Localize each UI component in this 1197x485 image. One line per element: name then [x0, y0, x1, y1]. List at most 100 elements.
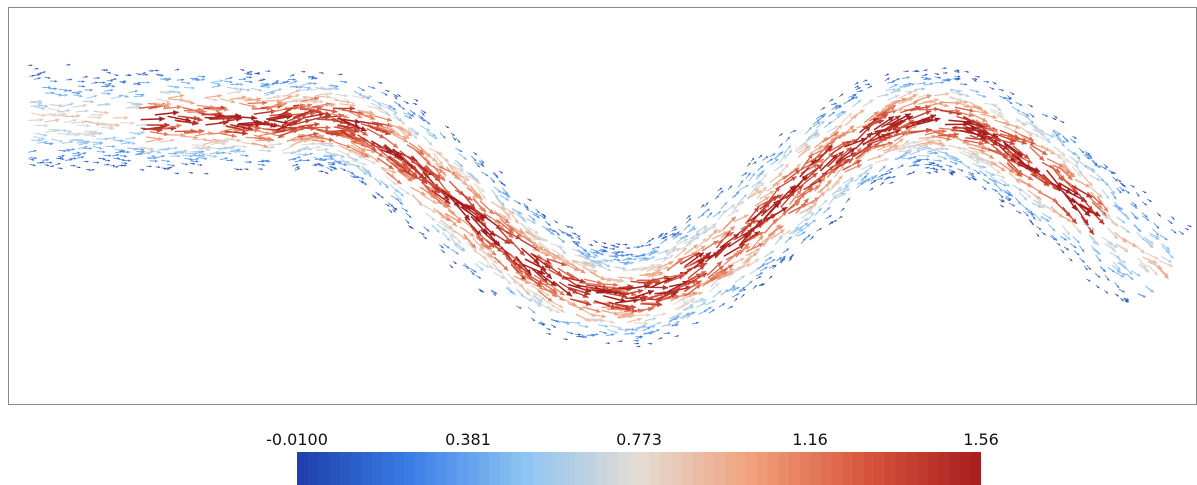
vector-arrow-head [92, 134, 97, 138]
vector-arrow-head [1126, 298, 1130, 301]
vector-arrow-head [561, 261, 567, 267]
vector-arrow-head [481, 161, 484, 164]
vector-arrow-head [1121, 299, 1124, 302]
vector-arrow-head [573, 267, 579, 271]
vector-arrow-head [1181, 232, 1184, 235]
vector-arrow-head [351, 101, 356, 105]
vector-arrow-head [412, 112, 416, 115]
vector-arrow-head [838, 175, 843, 180]
vector-arrow-head [261, 160, 265, 163]
vector-arrow-head [110, 88, 114, 92]
vector-arrow-head [838, 106, 842, 109]
vector-arrow-head [243, 144, 247, 149]
vector-arrow-head [1097, 286, 1100, 289]
vector-arrow-head [561, 239, 565, 243]
vector-arrow-head [541, 296, 546, 301]
vector-arrow-head [1136, 273, 1141, 277]
vector-arrow-head [321, 158, 325, 162]
vector-arrow-head [1146, 218, 1150, 221]
vector-arrow-head [656, 302, 663, 308]
vector-arrow-head [772, 153, 776, 156]
vector-arrow-head [925, 76, 929, 80]
vector-arrow-head [405, 209, 409, 212]
vector-arrow-head [810, 212, 815, 216]
vector-arrow-head [651, 249, 656, 253]
vector-arrow-head [977, 171, 981, 175]
colorbar-band [820, 452, 832, 485]
vector-arrow-head [191, 86, 195, 90]
vector-arrow-head [295, 94, 300, 98]
vector-arrow-head [159, 116, 165, 122]
colorbar-band [767, 452, 779, 485]
vector-arrow-head [618, 326, 622, 330]
vector-arrow-head [712, 226, 717, 230]
vector-arrow-head [964, 83, 968, 86]
vector-arrow-head [343, 168, 346, 171]
vector-arrow-head [901, 97, 907, 102]
vector-arrow-head [768, 256, 772, 260]
vector-arrow-head [1027, 175, 1033, 181]
vector-arrow-head [525, 268, 532, 275]
vector-arrow-head [1024, 122, 1029, 126]
vector-arrow-head [672, 246, 677, 250]
vector-arrow-head [55, 118, 60, 123]
vector-arrow-head [825, 187, 830, 192]
vector-arrow-head [906, 116, 913, 121]
vector-arrow-head [83, 152, 87, 155]
colorbar-band [585, 452, 597, 485]
vector-arrow-head [965, 93, 970, 98]
vector-arrow-head [278, 88, 282, 92]
vector-arrow-head [789, 185, 796, 191]
vector-arrow-head [1123, 184, 1126, 188]
vector-arrow-head [38, 99, 43, 104]
vector-arrow-head [899, 138, 904, 143]
vector-arrow-head [473, 270, 477, 273]
colorbar-band [339, 452, 352, 485]
vector-arrow-head [812, 164, 819, 169]
vector-arrow-head [906, 70, 909, 73]
vector-arrow-head [346, 144, 352, 149]
vector-arrow-head [357, 114, 363, 119]
vector-arrow-head [598, 262, 602, 266]
vector-arrow-head [882, 165, 886, 169]
vector-arrow-head [398, 118, 402, 122]
vector-arrow-head [1027, 158, 1033, 164]
vector-arrow-head [1016, 108, 1021, 112]
vector-arrow-head [978, 156, 983, 160]
vector-arrow-head [760, 165, 764, 169]
vector-arrow-head [502, 215, 507, 220]
colorbar-tick-label: 1.56 [963, 430, 999, 449]
vector-arrow-head [519, 250, 525, 256]
vector-arrow-head [941, 128, 947, 134]
vector-arrow-head [612, 244, 616, 247]
vector-arrow-head [945, 71, 948, 74]
colorbar-tick-label: 0.773 [616, 430, 662, 449]
vector-arrow-head [628, 247, 631, 250]
vector-arrow-head [1166, 246, 1170, 250]
colorbar-band [927, 452, 939, 485]
vector-arrow-head [407, 131, 412, 137]
vector-arrow-head [1086, 192, 1092, 198]
vector-arrow-head [1134, 205, 1138, 209]
vector-arrow-head [102, 157, 106, 161]
vector-arrow-head [544, 252, 550, 257]
vector-arrow-head [41, 106, 46, 110]
vector-arrow-head [247, 88, 251, 92]
vector-arrow-head [777, 194, 783, 200]
vector-arrow-head [1043, 232, 1046, 236]
vector-arrow-head [847, 198, 850, 201]
colorbar-band [350, 452, 362, 485]
vector-arrow-head [1038, 218, 1042, 222]
colorbar-band [393, 452, 405, 485]
vector-arrow-head [892, 175, 896, 179]
vector-arrow-head [998, 110, 1003, 115]
vector-arrow-head [541, 323, 545, 326]
vector-arrow-head [658, 272, 664, 277]
vector-arrow-head [765, 156, 769, 159]
vector-arrow-head [758, 235, 764, 241]
vector-arrow-head [615, 252, 619, 255]
vector-field-plot[interactable] [8, 7, 1197, 405]
colorbar-band [532, 452, 544, 485]
vector-arrow-head [859, 109, 865, 114]
vector-arrow-head [81, 155, 85, 159]
